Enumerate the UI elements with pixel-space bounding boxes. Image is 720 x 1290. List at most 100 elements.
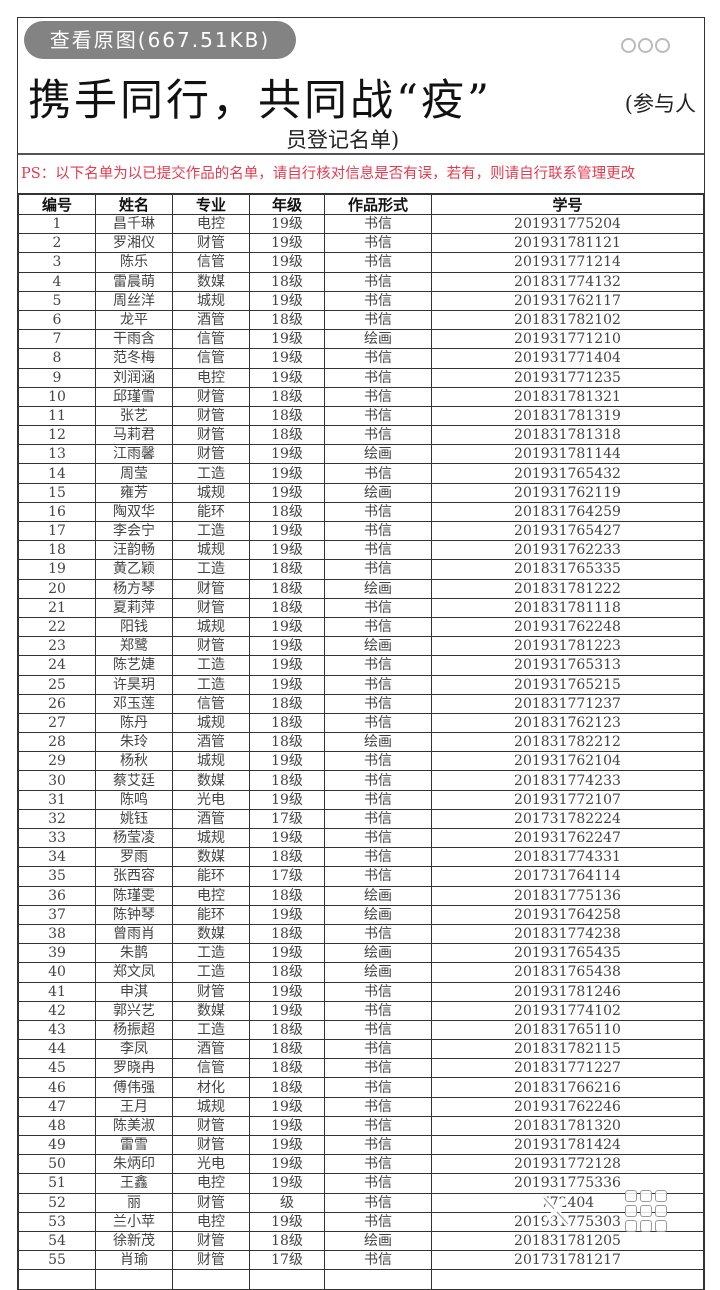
cell-name: 刘润涵 — [95, 367, 173, 388]
cell-grade: 18级 — [249, 405, 325, 427]
cell-grade: 19级 — [249, 1115, 325, 1137]
view-original-button[interactable]: 查看原图(667.51KB) — [24, 21, 296, 59]
cell-work-type: 书信 — [324, 1019, 432, 1041]
cell-empty — [431, 1269, 704, 1290]
cell-name: 邱瑾雪 — [95, 386, 173, 407]
cell-major: 工造 — [172, 674, 250, 695]
cell-id: 29 — [18, 751, 96, 772]
cell-major: 数媒 — [172, 271, 250, 292]
cell-name: 陈瑾雯 — [95, 885, 173, 906]
header-work-type: 作品形式 — [324, 194, 432, 215]
cell-work-type: 书信 — [324, 463, 432, 484]
cell-id: 17 — [18, 520, 96, 542]
table-row: 38 曾雨肖 数媒 18级 书信 201831774238 — [18, 923, 704, 945]
cell-major: 财管 — [172, 425, 250, 446]
cell-id: 20 — [18, 578, 96, 599]
cell-id: 55 — [18, 1250, 96, 1271]
cell-major: 财管 — [172, 636, 250, 657]
cell-major: 工造 — [172, 463, 250, 484]
cell-major: 财管 — [172, 1115, 250, 1137]
table-row: 7 干雨含 信管 19级 绘画 201931771210 — [18, 329, 704, 350]
cell-student-id: 201831782212 — [431, 732, 704, 753]
table-row: 8 范冬梅 信管 19级 书信 201931771404 — [18, 348, 704, 369]
cell-student-id: 201831766216 — [431, 1077, 704, 1098]
table-row: 31 陈鸣 光电 19级 书信 201931772107 — [18, 789, 704, 810]
grid-icon[interactable] — [625, 1190, 667, 1232]
cell-work-type: 书信 — [324, 252, 432, 273]
cell-student-id: 201831774132 — [431, 271, 704, 292]
cell-id: 8 — [18, 348, 96, 369]
cell-name: 蔡艾廷 — [95, 770, 173, 791]
cell-work-type: 书信 — [324, 1134, 432, 1156]
header-id: 编号 — [18, 194, 96, 215]
cell-major: 工造 — [172, 943, 250, 964]
cell-work-type: 书信 — [324, 770, 432, 791]
cell-student-id: 201831774233 — [431, 770, 704, 791]
table-row: 9 刘润涵 电控 19级 书信 201931771235 — [18, 367, 704, 388]
table-row: 47 王月 城规 19级 书信 201931762246 — [18, 1096, 704, 1117]
table-row: 44 李凤 酒管 18级 书信 201831782115 — [18, 1039, 704, 1060]
cell-id: 30 — [18, 770, 96, 791]
cell-grade: 18级 — [249, 501, 325, 523]
cell-major: 城规 — [172, 482, 250, 503]
cell-work-type: 书信 — [324, 847, 432, 868]
cell-id: 23 — [18, 636, 96, 657]
cell-grade: 17级 — [249, 866, 325, 887]
cell-work-type: 书信 — [324, 520, 432, 542]
cell-id: 48 — [18, 1115, 96, 1137]
cell-major: 电控 — [172, 885, 250, 906]
more-dots-icon[interactable] — [621, 38, 670, 53]
table-row: 30 蔡艾廷 数媒 18级 书信 201831774233 — [18, 770, 704, 791]
cell-student-id: 201831774331 — [431, 847, 704, 868]
cell-student-id: 201931762247 — [431, 827, 704, 849]
cell-name: 昌千琳 — [95, 213, 173, 235]
table-row: 19 黄乙颖 工造 18级 书信 201831765335 — [18, 559, 704, 580]
table-row: 37 陈钟琴 能环 19级 绘画 201931764258 — [18, 904, 704, 925]
cell-student-id: 201931765432 — [431, 463, 704, 484]
tools-icon[interactable] — [538, 1190, 578, 1230]
cell-id: 32 — [18, 808, 96, 830]
cell-name: 雷晨萌 — [95, 271, 173, 292]
cell-student-id: 201931762119 — [431, 482, 704, 503]
cell-grade: 19级 — [249, 348, 325, 369]
cell-student-id: 201931762117 — [431, 290, 704, 311]
table-row: 11 张艺 财管 18级 书信 201831781319 — [18, 405, 704, 427]
cell-name: 陈美淑 — [95, 1115, 173, 1137]
cell-student-id: 201931771404 — [431, 348, 704, 369]
cell-major: 财管 — [172, 444, 250, 465]
cell-grade: 19级 — [249, 540, 325, 561]
cell-work-type: 绘画 — [324, 329, 432, 350]
cell-id: 31 — [18, 789, 96, 810]
cell-work-type: 书信 — [324, 1211, 432, 1232]
cell-grade: 18级 — [249, 309, 325, 331]
table-row: 53兰小苹电控19级书信201931775303 — [18, 1211, 704, 1232]
cell-student-id: 201931781246 — [431, 981, 704, 1002]
table-row: 33 杨莹凌 城规 19级 书信 201931762247 — [18, 827, 704, 849]
cell-major: 财管 — [172, 1192, 250, 1213]
cell-name: 罗雨 — [95, 847, 173, 868]
table-row: 34 罗雨 数媒 18级 书信 201831774331 — [18, 847, 704, 868]
cell-major: 电控 — [172, 1211, 250, 1232]
cell-empty — [249, 1269, 325, 1290]
table-row: 50 朱炳印 光电 19级 书信 201931772128 — [18, 1154, 704, 1175]
cell-major: 酒管 — [172, 1039, 250, 1060]
header-name: 姓名 — [95, 194, 173, 215]
cell-student-id: 201831781321 — [431, 386, 704, 407]
cell-student-id: 201831762123 — [431, 712, 704, 734]
cell-work-type: 书信 — [324, 1115, 432, 1137]
table-row: 39 朱鹊 工造 19级 绘画 201931765435 — [18, 943, 704, 964]
cell-grade: 19级 — [249, 1154, 325, 1175]
cell-student-id: 201831764259 — [431, 501, 704, 523]
cell-id: 54 — [18, 1230, 96, 1252]
cell-student-id: 201831781222 — [431, 578, 704, 599]
cell-name: 干雨含 — [95, 329, 173, 350]
cell-major: 材化 — [172, 1077, 250, 1098]
cell-name: 朱炳印 — [95, 1154, 173, 1175]
cell-student-id: 201831765110 — [431, 1019, 704, 1041]
cell-work-type: 绘画 — [324, 904, 432, 925]
cell-grade: 18级 — [249, 1058, 325, 1079]
cell-name: 雷雪 — [95, 1134, 173, 1156]
cell-student-id: 201831775136 — [431, 885, 704, 906]
cell-name: 李会宁 — [95, 520, 173, 542]
cell-grade: 19级 — [249, 444, 325, 465]
